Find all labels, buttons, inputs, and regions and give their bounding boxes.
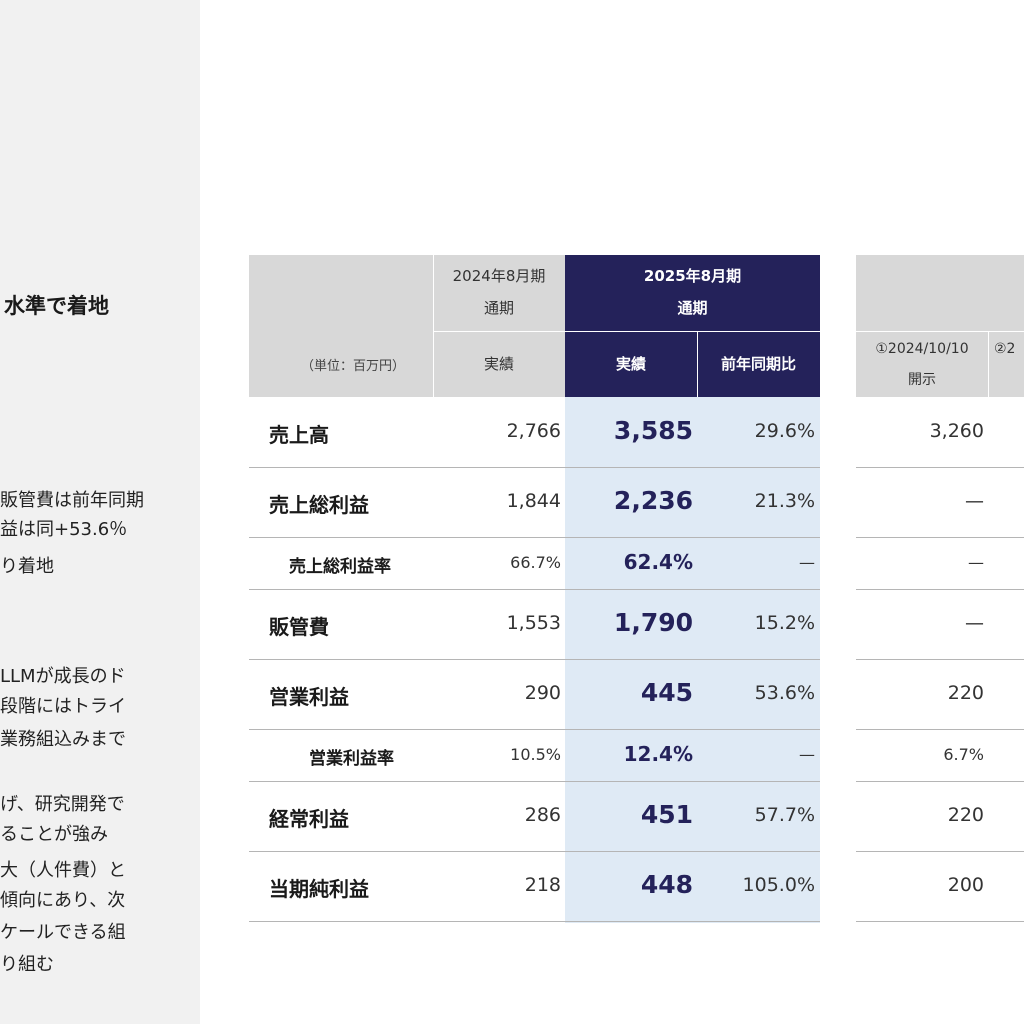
cur-scope-label: 通期 bbox=[677, 299, 708, 317]
operating-profit-yoy: 53.6% bbox=[754, 682, 815, 704]
row-divider bbox=[249, 921, 820, 922]
row-label-gross-margin: 売上総利益率 bbox=[289, 557, 391, 577]
row-divider bbox=[856, 659, 1024, 660]
divider bbox=[433, 255, 434, 397]
revenue-cur: 3,585 bbox=[613, 416, 693, 445]
left-panel: 水準で着地 販管費は前年同期 益は同+53.6％ り着地 LLMが成長のド 段階… bbox=[0, 0, 200, 1024]
divider bbox=[433, 331, 565, 332]
results-table: 2024年8月期 通期 実績 （単位：百万円） 2025年8月期 通期 実績 前… bbox=[249, 255, 820, 923]
summary-line: LLMが成長のド bbox=[0, 666, 126, 687]
row-label-operating-margin: 営業利益率 bbox=[309, 749, 394, 769]
row-label-revenue: 売上高 bbox=[269, 423, 329, 447]
revenue-yoy: 29.6% bbox=[754, 420, 815, 442]
gross-margin-prev: 66.7% bbox=[510, 553, 561, 572]
row-divider bbox=[249, 729, 820, 730]
summary-line: 段階にはトライ bbox=[0, 696, 126, 717]
plan1-operating-profit: 220 bbox=[947, 682, 984, 704]
prev-scope-label: 通期 bbox=[483, 299, 514, 317]
header-bg bbox=[249, 255, 565, 397]
plan1-net-income: 200 bbox=[947, 874, 984, 896]
row-label-net-income: 当期純利益 bbox=[269, 877, 369, 901]
row-divider bbox=[856, 851, 1024, 852]
net-income-prev: 218 bbox=[524, 874, 561, 896]
plan1-gross-profit: — bbox=[965, 490, 984, 512]
plan1-disclosure-label: 開示 bbox=[908, 372, 936, 388]
plan1-date-label: ①2024/10/10 bbox=[875, 341, 969, 357]
prev-actual-label: 実績 bbox=[483, 355, 514, 373]
summary-line: り組む bbox=[0, 954, 54, 975]
row-divider bbox=[856, 921, 1024, 922]
divider bbox=[565, 331, 820, 332]
plan1-ordinary-profit: 220 bbox=[947, 804, 984, 826]
row-label-gross-profit: 売上総利益 bbox=[269, 493, 369, 517]
sga-prev: 1,553 bbox=[506, 612, 561, 634]
ordinary-profit-prev: 286 bbox=[524, 804, 561, 826]
row-divider bbox=[856, 467, 1024, 468]
summary-line: り着地 bbox=[0, 556, 54, 577]
operating-profit-cur: 445 bbox=[640, 678, 693, 707]
prev-period-label: 2024年8月期 bbox=[452, 267, 546, 285]
gross-profit-cur: 2,236 bbox=[613, 486, 693, 515]
sga-cur: 1,790 bbox=[613, 608, 693, 637]
row-divider bbox=[249, 659, 820, 660]
row-divider bbox=[249, 851, 820, 852]
summary-line: 業務組込みまで bbox=[0, 729, 126, 750]
gross-profit-yoy: 21.3% bbox=[754, 490, 815, 512]
summary-line: ケールできる組 bbox=[0, 922, 126, 943]
divider bbox=[988, 331, 989, 397]
ordinary-profit-yoy: 57.7% bbox=[754, 804, 815, 826]
row-divider bbox=[249, 781, 820, 782]
sga-yoy: 15.2% bbox=[754, 612, 815, 634]
plan1-gross-margin: — bbox=[968, 553, 984, 572]
operating-margin-yoy: — bbox=[799, 745, 815, 764]
operating-margin-cur: 12.4% bbox=[623, 742, 693, 766]
row-divider bbox=[856, 781, 1024, 782]
operating-margin-prev: 10.5% bbox=[510, 745, 561, 764]
cur-period-label: 2025年8月期 bbox=[643, 267, 742, 285]
plan1-operating-margin: 6.7% bbox=[943, 745, 984, 764]
header-current-bg bbox=[565, 255, 820, 397]
cur-actual-label: 実績 bbox=[615, 355, 646, 373]
revenue-prev: 2,766 bbox=[506, 420, 561, 442]
row-divider bbox=[856, 589, 1024, 590]
summary-line: ることが強み bbox=[0, 824, 108, 845]
forecast-header-bg bbox=[856, 255, 1024, 397]
ordinary-profit-cur: 451 bbox=[640, 800, 693, 829]
summary-line: 販管費は前年同期 bbox=[0, 490, 144, 511]
net-income-yoy: 105.0% bbox=[742, 874, 815, 896]
row-divider bbox=[249, 467, 820, 468]
cur-yoy-label: 前年同期比 bbox=[720, 355, 796, 373]
row-label-operating-profit: 営業利益 bbox=[269, 685, 349, 709]
row-divider bbox=[249, 537, 820, 538]
operating-profit-prev: 290 bbox=[524, 682, 561, 704]
gross-margin-yoy: — bbox=[799, 553, 815, 572]
row-label-sga: 販管費 bbox=[269, 615, 329, 639]
gross-margin-cur: 62.4% bbox=[623, 550, 693, 574]
divider bbox=[697, 331, 698, 397]
row-divider bbox=[856, 537, 1024, 538]
plan2-label: ②2 bbox=[994, 341, 1016, 357]
net-income-cur: 448 bbox=[640, 870, 693, 899]
plan1-revenue: 3,260 bbox=[929, 420, 984, 442]
summary-line: 益は同+53.6％ bbox=[0, 519, 128, 540]
unit-label: （単位：百万円） bbox=[301, 359, 406, 374]
row-divider bbox=[856, 729, 1024, 730]
plan1-sga: — bbox=[965, 612, 984, 634]
summary-line: 大（人件費）と bbox=[0, 860, 126, 881]
summary-line: げ、研究開発で bbox=[0, 794, 125, 815]
current-column-highlight bbox=[565, 397, 820, 923]
summary-heading: 水準で着地 bbox=[4, 294, 109, 318]
summary-line: 傾向にあり、次 bbox=[0, 890, 126, 911]
gross-profit-prev: 1,844 bbox=[506, 490, 561, 512]
row-divider bbox=[249, 589, 820, 590]
forecast-table: ①2024/10/10 開示 ②2 3,260 — — — 220 6.7% 2… bbox=[856, 255, 1024, 923]
row-label-ordinary-profit: 経常利益 bbox=[269, 807, 349, 831]
divider bbox=[856, 331, 1024, 332]
